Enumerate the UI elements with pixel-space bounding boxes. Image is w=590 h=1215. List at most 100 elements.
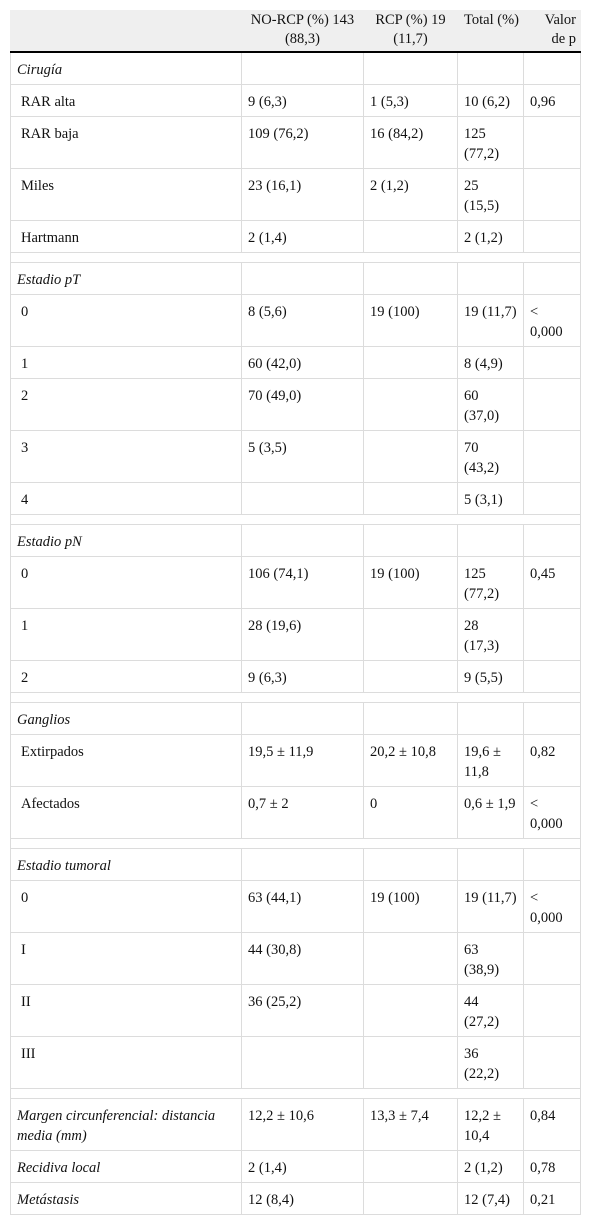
data-cell xyxy=(363,220,458,253)
data-cell: 0,82 xyxy=(523,734,581,787)
data-cell: 19,5 ± 11,9 xyxy=(241,734,364,787)
row-label: Metástasis xyxy=(10,1182,242,1215)
empty-cell xyxy=(457,848,524,881)
data-cell: 5 (3,1) xyxy=(457,482,524,515)
data-cell: 12,2 ± 10,6 xyxy=(241,1098,364,1151)
row-label: Extirpados xyxy=(10,734,242,787)
empty-cell xyxy=(363,262,458,295)
data-cell: 44 (30,8) xyxy=(241,932,364,985)
data-row: I 44 (30,8) 63 (38,9) xyxy=(10,932,581,985)
data-cell: 125 (77,2) xyxy=(457,116,524,169)
section-title: Ganglios xyxy=(10,702,242,735)
data-cell: 19 (100) xyxy=(363,294,458,347)
data-cell: 0,84 xyxy=(523,1098,581,1151)
row-label: 0 xyxy=(10,880,242,933)
section-row: Estadio pT xyxy=(10,262,581,295)
row-label: 1 xyxy=(10,346,242,379)
data-row: 4 5 (3,1) xyxy=(10,482,581,515)
data-cell: 36 (25,2) xyxy=(241,984,364,1037)
empty-cell xyxy=(241,51,364,85)
section-row: Estadio tumoral xyxy=(10,848,581,881)
data-cell xyxy=(363,932,458,985)
data-cell: 19 (100) xyxy=(363,880,458,933)
data-cell: 19 (11,7) xyxy=(457,294,524,347)
empty-cell xyxy=(523,524,581,557)
row-label: Recidiva local xyxy=(10,1150,242,1183)
empty-cell xyxy=(363,702,458,735)
empty-cell xyxy=(523,51,581,85)
row-label: 2 xyxy=(10,660,242,693)
data-cell: 16 (84,2) xyxy=(363,116,458,169)
data-cell: 0,96 xyxy=(523,84,581,117)
spacer-cell xyxy=(10,1088,581,1099)
data-row: Miles 23 (16,1) 2 (1,2) 25 (15,5) xyxy=(10,168,581,221)
section-title: Estadio pN xyxy=(10,524,242,557)
row-label: Miles xyxy=(10,168,242,221)
header-row: NO-RCP (%) 143 (88,3) RCP (%) 19 (11,7) … xyxy=(10,10,581,53)
data-cell: 44 (27,2) xyxy=(457,984,524,1037)
data-cell: 2 (1,2) xyxy=(457,220,524,253)
data-row: Afectados 0,7 ± 2 0 0,6 ± 1,9 < 0,000 xyxy=(10,786,581,839)
header-cell: RCP (%) 19 (11,7) xyxy=(363,10,458,53)
header-cell: Total (%) xyxy=(457,10,524,53)
row-label: II xyxy=(10,984,242,1037)
data-cell: 70 (49,0) xyxy=(241,378,364,431)
data-row: III 36 (22,2) xyxy=(10,1036,581,1089)
data-cell xyxy=(363,608,458,661)
data-cell: 0 xyxy=(363,786,458,839)
data-cell xyxy=(363,430,458,483)
data-cell: < 0,000 xyxy=(523,294,581,347)
data-cell xyxy=(363,984,458,1037)
data-row: 0 63 (44,1) 19 (100) 19 (11,7) < 0,000 xyxy=(10,880,581,933)
data-cell: 8 (4,9) xyxy=(457,346,524,379)
data-row: RAR alta 9 (6,3) 1 (5,3) 10 (6,2) 0,96 xyxy=(10,84,581,117)
spacer-cell xyxy=(10,514,581,525)
row-label: 3 xyxy=(10,430,242,483)
data-cell: 19 (100) xyxy=(363,556,458,609)
data-cell: 9 (5,5) xyxy=(457,660,524,693)
data-cell: 63 (38,9) xyxy=(457,932,524,985)
data-row: 0 106 (74,1) 19 (100) 125 (77,2) 0,45 xyxy=(10,556,581,609)
empty-cell xyxy=(363,848,458,881)
data-cell: 2 (1,2) xyxy=(457,1150,524,1183)
spacer-row xyxy=(10,1088,581,1099)
data-cell xyxy=(523,660,581,693)
data-cell: 0,6 ± 1,9 xyxy=(457,786,524,839)
data-cell: 36 (22,2) xyxy=(457,1036,524,1089)
data-cell: 19,6 ± 11,8 xyxy=(457,734,524,787)
data-cell xyxy=(523,984,581,1037)
data-cell xyxy=(523,168,581,221)
data-cell xyxy=(523,482,581,515)
data-cell xyxy=(363,1150,458,1183)
data-cell xyxy=(363,1182,458,1215)
data-cell: 28 (19,6) xyxy=(241,608,364,661)
data-table: NO-RCP (%) 143 (88,3) RCP (%) 19 (11,7) … xyxy=(10,10,581,1215)
empty-cell xyxy=(457,524,524,557)
data-cell xyxy=(363,1036,458,1089)
row-label: RAR alta xyxy=(10,84,242,117)
empty-cell xyxy=(523,702,581,735)
data-cell: 25 (15,5) xyxy=(457,168,524,221)
data-cell: 63 (44,1) xyxy=(241,880,364,933)
table-body: Cirugía RAR alta 9 (6,3) 1 (5,3) 10 (6,2) 0,9… xyxy=(10,51,581,1215)
data-row: 1 60 (42,0) 8 (4,9) xyxy=(10,346,581,379)
section-row: Cirugía xyxy=(10,51,581,85)
data-cell xyxy=(241,1036,364,1089)
data-row: 1 28 (19,6) 28 (17,3) xyxy=(10,608,581,661)
empty-cell xyxy=(363,524,458,557)
data-cell xyxy=(523,932,581,985)
spacer-row xyxy=(10,692,581,703)
data-cell xyxy=(363,482,458,515)
row-label: Hartmann xyxy=(10,220,242,253)
data-cell xyxy=(523,346,581,379)
data-cell: 2 (1,4) xyxy=(241,1150,364,1183)
data-cell xyxy=(363,660,458,693)
row-label: 0 xyxy=(10,556,242,609)
data-row: 2 70 (49,0) 60 (37,0) xyxy=(10,378,581,431)
row-label: Afectados xyxy=(10,786,242,839)
section-title: Cirugía xyxy=(10,51,242,85)
